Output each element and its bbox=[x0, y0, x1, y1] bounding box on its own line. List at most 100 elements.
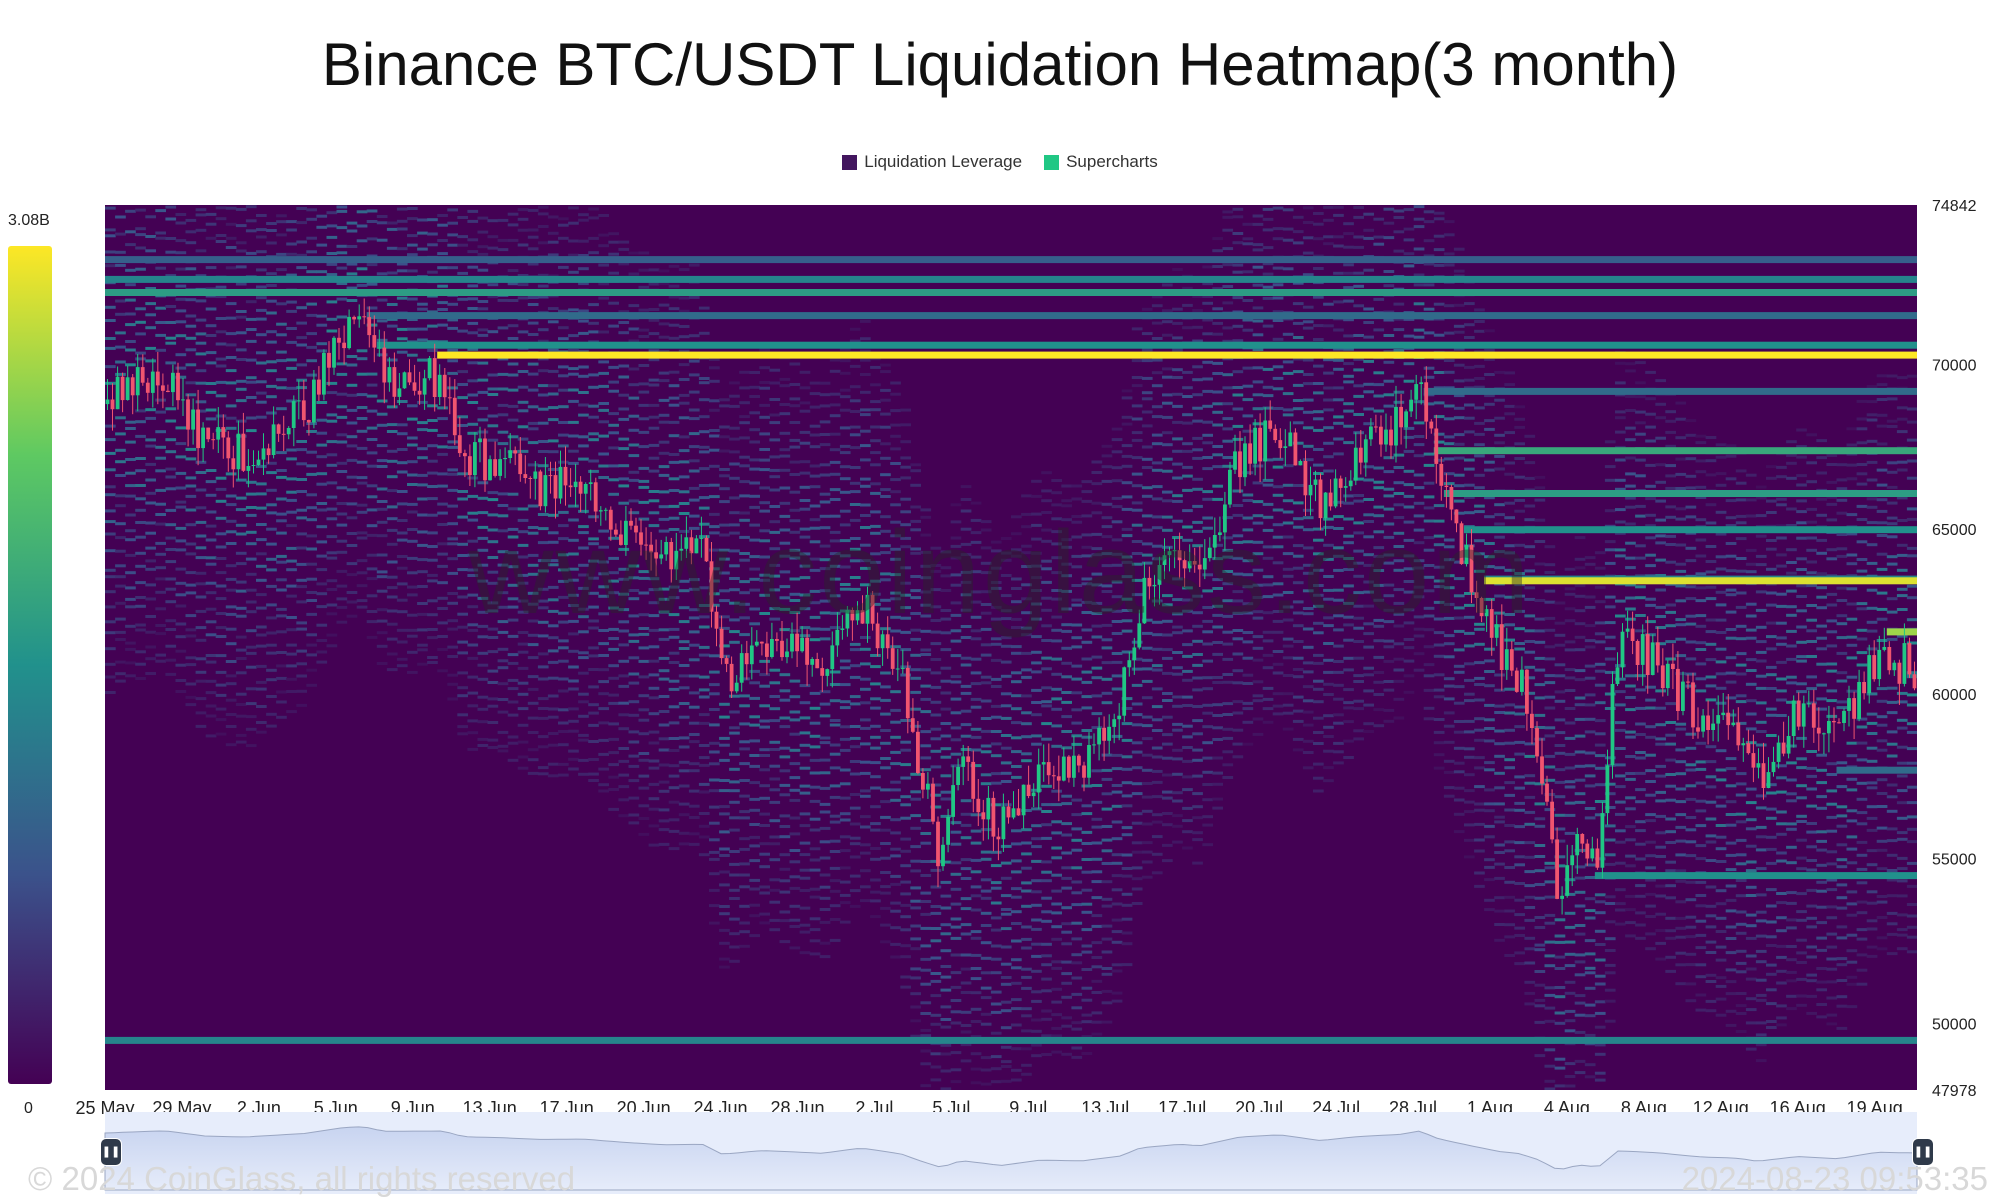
heat-cell bbox=[266, 229, 277, 232]
heat-cell bbox=[1071, 866, 1083, 870]
heat-cell bbox=[628, 730, 640, 734]
heat-cell bbox=[678, 664, 690, 667]
heat-cell bbox=[215, 380, 227, 384]
heat-cell bbox=[1041, 910, 1052, 914]
heat-cell bbox=[779, 514, 791, 518]
heat-cell bbox=[1423, 706, 1435, 710]
heat-cell bbox=[326, 495, 338, 499]
heat-cell bbox=[1423, 519, 1435, 523]
legend-item-supercharts[interactable]: Supercharts bbox=[1044, 152, 1158, 172]
heat-cell bbox=[537, 328, 549, 332]
heat-cell bbox=[1363, 307, 1374, 311]
heat-cell bbox=[890, 478, 901, 482]
heat-cell bbox=[799, 791, 811, 795]
heat-cell bbox=[890, 534, 901, 538]
heat-cell bbox=[950, 953, 962, 957]
heat-cell bbox=[477, 496, 489, 500]
heat-cell bbox=[125, 458, 136, 461]
heat-cell bbox=[457, 651, 468, 655]
heat-cell bbox=[1413, 634, 1425, 638]
heat-cell bbox=[527, 372, 539, 376]
heat-cell bbox=[829, 743, 841, 747]
heat-cell bbox=[1443, 697, 1455, 701]
heat-cell bbox=[1443, 545, 1455, 549]
heat-cell bbox=[1141, 667, 1153, 671]
heat-cell bbox=[860, 526, 871, 529]
heat-cell bbox=[447, 386, 458, 390]
heat-cell bbox=[125, 597, 136, 601]
heat-cell bbox=[547, 450, 559, 454]
heat-cell bbox=[618, 814, 630, 818]
heat-cell bbox=[849, 327, 861, 331]
heat-cell bbox=[135, 227, 146, 231]
heat-cell bbox=[779, 853, 791, 857]
heat-cell bbox=[1242, 528, 1254, 532]
heat-cell bbox=[1021, 809, 1032, 812]
heat-cell bbox=[1091, 956, 1103, 959]
heat-cell bbox=[779, 541, 791, 545]
heat-cell bbox=[1182, 370, 1193, 374]
heat-cell bbox=[809, 638, 821, 642]
heat-cell bbox=[1262, 246, 1274, 250]
heat-cell bbox=[638, 613, 650, 617]
heat-cell bbox=[366, 323, 378, 327]
heat-cell bbox=[839, 554, 851, 558]
heat-cell bbox=[195, 249, 207, 253]
heat-cell bbox=[1433, 617, 1445, 621]
heat-cell bbox=[678, 686, 690, 690]
heat-cell bbox=[507, 238, 519, 242]
heat-cell bbox=[276, 252, 287, 256]
heat-cell bbox=[779, 448, 791, 452]
heat-cell bbox=[799, 441, 811, 445]
heat-cell bbox=[235, 580, 247, 584]
heat-cell bbox=[709, 692, 720, 696]
heat-cell bbox=[1192, 393, 1203, 397]
heat-cell bbox=[1343, 623, 1354, 627]
heat-cell bbox=[960, 636, 972, 639]
heat-cell bbox=[1252, 552, 1264, 556]
heat-cell bbox=[668, 764, 680, 768]
heat-cell bbox=[467, 209, 479, 213]
heat-cell bbox=[1363, 212, 1374, 216]
heat-cell bbox=[1051, 556, 1062, 560]
heat-cell bbox=[1413, 528, 1425, 532]
heat-cell bbox=[598, 476, 609, 479]
heat-cell bbox=[1403, 494, 1415, 498]
heat-cell bbox=[256, 361, 267, 365]
legend-item-liquidation-leverage[interactable]: Liquidation Leverage bbox=[842, 152, 1022, 172]
heat-cell bbox=[880, 923, 891, 927]
heat-cell bbox=[839, 451, 851, 455]
heat-cell bbox=[1051, 628, 1062, 632]
heat-cell bbox=[1061, 1024, 1072, 1028]
heat-cell bbox=[588, 723, 599, 727]
heat-cell bbox=[1192, 594, 1203, 598]
heat-cell bbox=[900, 849, 911, 853]
heat-cell bbox=[1071, 1027, 1083, 1031]
heat-cell bbox=[1091, 870, 1103, 874]
heat-cell bbox=[588, 469, 599, 473]
heat-cell bbox=[1393, 349, 1405, 352]
heat-cell bbox=[809, 405, 821, 409]
heat-cell bbox=[940, 797, 952, 801]
heat-cell bbox=[396, 350, 408, 354]
heat-cell bbox=[1031, 845, 1042, 849]
heat-cell bbox=[1333, 358, 1344, 362]
heat-cell bbox=[799, 716, 811, 720]
heat-cell bbox=[1403, 590, 1415, 594]
heat-cell bbox=[245, 588, 257, 592]
heat-cell bbox=[1151, 746, 1163, 750]
heat-cell bbox=[880, 856, 891, 860]
heat-cell bbox=[568, 767, 579, 771]
heat-cell bbox=[799, 499, 811, 502]
heat-cell bbox=[1121, 874, 1133, 878]
heat-cell bbox=[276, 651, 287, 654]
heat-cell bbox=[698, 763, 710, 767]
heat-cell bbox=[769, 505, 781, 508]
heat-cell bbox=[427, 485, 438, 488]
heat-cell bbox=[256, 538, 267, 542]
heat-cell bbox=[175, 622, 187, 626]
heat-cell bbox=[487, 246, 499, 250]
heat-cell bbox=[688, 263, 700, 267]
heat-cell bbox=[1212, 453, 1223, 457]
